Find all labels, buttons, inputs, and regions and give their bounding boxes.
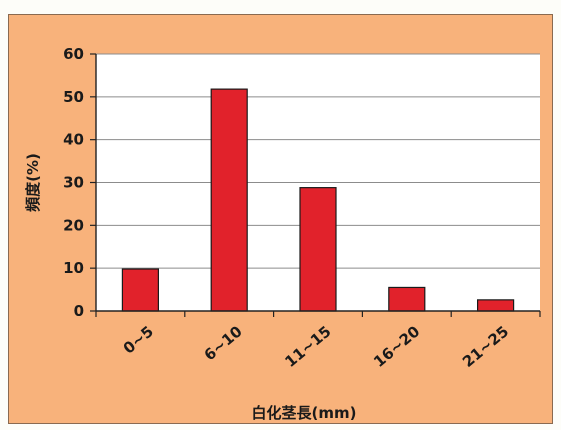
x-tick-label-2: 6~10 [201,322,246,364]
bar-5 [477,299,515,312]
y-axis-title: 頻度(%) [24,153,42,212]
bar-3 [299,187,337,312]
y-tick-label-0: 0 [74,302,84,320]
x-tick-label-4: 16~20 [370,322,423,371]
bar-4 [388,286,426,312]
y-tick-label-40: 40 [63,131,84,149]
y-tick-label-60: 60 [63,45,84,63]
x-tick-label-3: 11~15 [281,322,334,371]
axes [95,54,541,317]
bars [121,88,515,312]
bar-1 [121,268,160,312]
x-tick-label-1: 0~5 [120,322,157,357]
bar-2 [210,88,248,312]
y-tick-label-50: 50 [63,88,84,106]
y-tick-label-20: 20 [63,216,84,234]
x-tick-label-5: 21~25 [459,322,512,371]
y-tick-label-10: 10 [63,259,84,277]
y-tick-labels: 0 10 20 30 40 50 60 [63,45,84,320]
x-tick-labels: 0~5 6~10 11~15 16~20 21~25 [120,322,512,371]
y-tick-label-30: 30 [63,174,84,192]
x-axis-title: 白化茎長(mm) [252,404,357,422]
